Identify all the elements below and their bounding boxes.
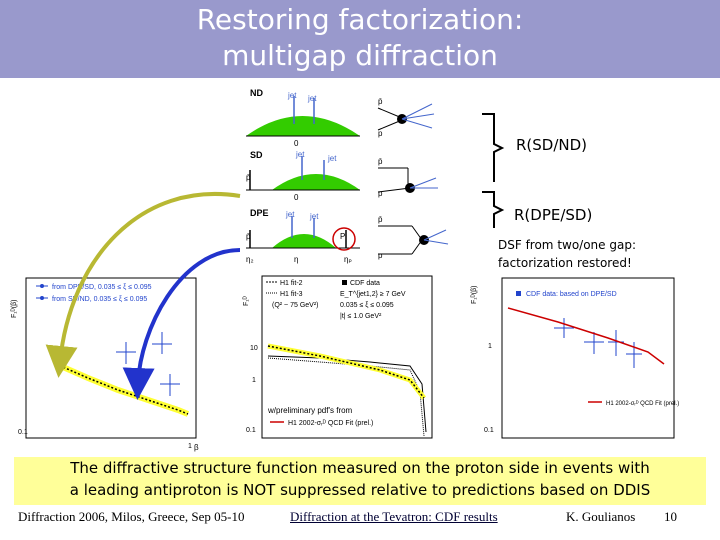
middle-q2: (Q² ~ 75 GeV²) bbox=[272, 302, 318, 309]
hump-nd bbox=[246, 116, 360, 136]
right-h1-fit: H1 2002-σᵣᴰ QCD Fit (prel.) bbox=[606, 400, 679, 407]
row-tag-nd: ND bbox=[250, 88, 263, 98]
footer-conference: Diffraction 2006, Milos, Greece, Sep 05-… bbox=[18, 509, 245, 524]
left-legend-sd: from SD/ND, 0.035 ≤ ξ ≤ 0.095 bbox=[52, 296, 147, 303]
middle-tick-1: 1 bbox=[252, 377, 256, 384]
middle-dsf-plot: F₁ᴰ H1 fit-2 H1 fit-3 (Q² ~ 75 GeV²) CDF… bbox=[240, 272, 436, 454]
title-line-1: Restoring factorization: bbox=[196, 3, 524, 36]
middle-legend: H1 fit-2 H1 fit-3 (Q² ~ 75 GeV²) CDF dat… bbox=[266, 280, 406, 320]
left-blue-points bbox=[116, 332, 180, 396]
bracket-group bbox=[482, 113, 505, 228]
right-tick-1: 1 bbox=[488, 343, 492, 350]
left-dsf-plot: F₁ᴰ(β) β from DPE/SD, 0.035 ≤ ξ ≤ 0.095 … bbox=[8, 272, 204, 454]
dsf-note: DSF from two/one gap: factorization rest… bbox=[498, 236, 636, 272]
blue-arrow bbox=[122, 248, 241, 400]
middle-legend-cdf: CDF data bbox=[350, 280, 380, 287]
jet-label: jet bbox=[295, 150, 305, 159]
middle-xi: 0.035 ≤ ξ ≤ 0.095 bbox=[340, 302, 394, 309]
eta2-label: η₂ bbox=[246, 255, 254, 264]
title-line-2: multigap diffraction bbox=[222, 39, 498, 72]
middle-h1-fit: H1 2002-σᵣᴰ QCD Fit (prel.) bbox=[288, 420, 373, 427]
left-y-label: F₁ᴰ(β) bbox=[11, 300, 18, 318]
middle-y-label: F₁ᴰ bbox=[243, 296, 250, 306]
ratio-dpe-sd-label: R(DPE/SD) bbox=[514, 206, 593, 224]
title-bar bbox=[0, 0, 720, 78]
pbar-label: p̄ bbox=[246, 232, 251, 241]
middle-et: E_T^{jet1,2} ≥ 7 GeV bbox=[340, 291, 406, 298]
middle-curves bbox=[267, 343, 427, 437]
olive-arrow bbox=[45, 192, 241, 378]
right-dsf-plot: F₁ᴰ(β) CDF data: based on DPE/SD H1 2002… bbox=[468, 272, 680, 454]
right-legend-cdf: CDF data: based on DPE/SD bbox=[526, 291, 617, 298]
jet-label: jet bbox=[285, 210, 295, 219]
conclusion-box: The diffractive structure function measu… bbox=[14, 457, 706, 505]
right-data-points bbox=[554, 318, 642, 368]
hump-sd bbox=[272, 174, 360, 190]
jet-label: jet bbox=[309, 212, 319, 221]
jet-label: jet bbox=[327, 154, 337, 163]
zero-label: 0 bbox=[294, 139, 299, 148]
slide-title: Restoring factorization: multigap diffra… bbox=[0, 2, 720, 74]
pbar-label: p̄ bbox=[246, 173, 251, 182]
dsf-note-line-1: DSF from two/one gap: bbox=[498, 238, 636, 252]
middle-t: |t| ≤ 1.0 GeV² bbox=[340, 313, 382, 320]
right-h1-curve bbox=[507, 307, 665, 365]
diagram-row-dpe: DPE jet jet p̄ P η η₂ ηₚ p̄ p bbox=[246, 208, 449, 264]
dsf-note-line-2: factorization restored! bbox=[498, 256, 632, 270]
row-tag-sd: SD bbox=[250, 150, 263, 160]
middle-tick-01: 0.1 bbox=[246, 427, 256, 434]
left-x-label: β bbox=[194, 443, 199, 452]
jet-label: jet bbox=[307, 94, 317, 103]
middle-legend-fit2: H1 fit-2 bbox=[280, 280, 303, 287]
left-tick-1: 1 bbox=[188, 443, 192, 450]
etap-label: ηₚ bbox=[344, 255, 352, 264]
ratio-sd-nd-label: R(SD/ND) bbox=[516, 136, 588, 154]
row-tag-dpe: DPE bbox=[250, 208, 269, 218]
p-label: p bbox=[378, 189, 383, 198]
p-label: p bbox=[378, 251, 383, 260]
footer-talk-link[interactable]: Diffraction at the Tevatron: CDF results bbox=[290, 509, 498, 524]
conclusion-line-1: The diffractive structure function measu… bbox=[70, 459, 650, 477]
bracket-dpe-sd bbox=[482, 191, 505, 228]
middle-tick-10: 10 bbox=[250, 345, 258, 352]
diagram-row-nd: ND jet jet 0 p̄ p bbox=[246, 88, 435, 148]
p-circle-label: P bbox=[340, 232, 345, 241]
rapidity-diagrams: ND jet jet 0 p̄ p SD jet jet p̄ 0 p̄ p bbox=[232, 84, 502, 270]
conclusion-line-2: a leading antiproton is NOT suppressed r… bbox=[69, 481, 651, 499]
right-tick-01: 0.1 bbox=[484, 427, 494, 434]
p-circle bbox=[332, 227, 356, 251]
jet-label: jet bbox=[287, 91, 297, 100]
left-legend: from DPE/SD, 0.035 ≤ ξ ≤ 0.095 from SD/N… bbox=[36, 284, 152, 303]
pbar-label: p̄ bbox=[378, 97, 383, 106]
pbar-label: p̄ bbox=[378, 215, 383, 224]
middle-prelim-note: w/preliminary pdf's from bbox=[267, 406, 353, 415]
footer-page-number: 10 bbox=[664, 509, 677, 524]
middle-legend-fit3: H1 fit-3 bbox=[280, 291, 303, 298]
diagram-row-sd: SD jet jet p̄ 0 p̄ p bbox=[246, 150, 438, 202]
zero-label: 0 bbox=[294, 193, 299, 202]
p-label: p bbox=[378, 129, 383, 138]
left-legend-dpe: from DPE/SD, 0.035 ≤ ξ ≤ 0.095 bbox=[52, 284, 152, 291]
bracket-sd-nd bbox=[482, 113, 505, 182]
right-y-label: F₁ᴰ(β) bbox=[471, 286, 478, 304]
footer-author: K. Goulianos bbox=[566, 509, 636, 524]
hump-dpe bbox=[272, 234, 336, 248]
eta-axis-label: η bbox=[294, 255, 298, 264]
pbar-label: p̄ bbox=[378, 157, 383, 166]
left-tick-01: 0.1 bbox=[18, 429, 28, 436]
